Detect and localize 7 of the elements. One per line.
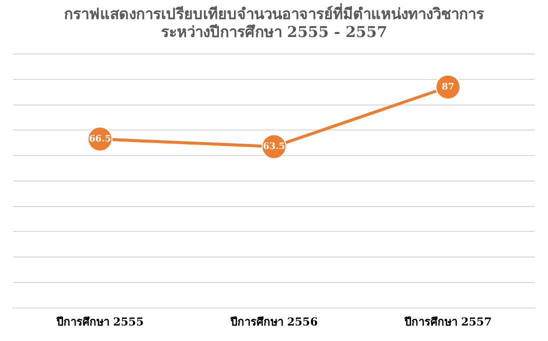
x-tick-label: ปีการศึกษา 2555 — [55, 315, 144, 328]
data-label: 87 — [442, 82, 454, 92]
data-label: 63.5 — [263, 142, 285, 152]
x-tick-label: ปีการศึกษา 2556 — [229, 315, 318, 328]
chart-title: กราฟแสดงการเปรียบเทียบจำนวนอาจารย์ที่มีตำแหน่งทางวิชาการ ระหว่างปีการศึกษา 2555 - 2557 — [64, 2, 485, 41]
x-tick-label: ปีการศึกษา 2557 — [403, 315, 492, 328]
data-label: 66.5 — [89, 134, 111, 144]
